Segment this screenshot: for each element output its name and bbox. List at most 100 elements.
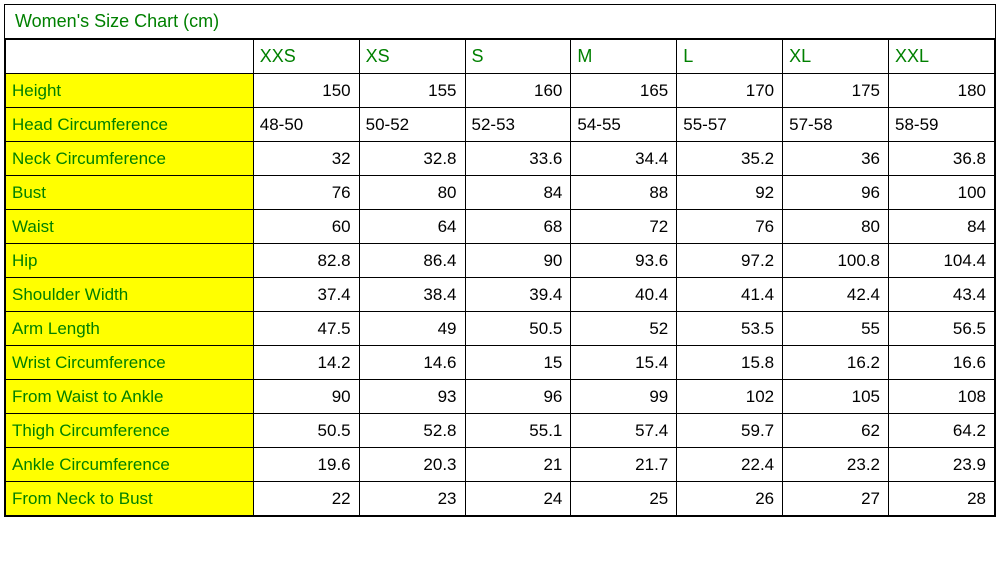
data-cell: 56.5 xyxy=(889,312,995,346)
row-label: Bust xyxy=(6,176,254,210)
data-cell: 19.6 xyxy=(253,448,359,482)
data-cell: 100 xyxy=(889,176,995,210)
data-cell: 35.2 xyxy=(677,142,783,176)
data-cell: 21 xyxy=(465,448,571,482)
data-cell: 155 xyxy=(359,74,465,108)
size-chart-container: Women's Size Chart (cm) XXS XS S M L XL … xyxy=(4,4,996,517)
data-cell: 36.8 xyxy=(889,142,995,176)
table-row: Neck Circumference3232.833.634.435.23636… xyxy=(6,142,995,176)
data-cell: 43.4 xyxy=(889,278,995,312)
table-row: Wrist Circumference14.214.61515.415.816.… xyxy=(6,346,995,380)
data-cell: 80 xyxy=(359,176,465,210)
table-body: Height150155160165170175180Head Circumfe… xyxy=(6,74,995,516)
data-cell: 55-57 xyxy=(677,108,783,142)
data-cell: 58-59 xyxy=(889,108,995,142)
data-cell: 23.9 xyxy=(889,448,995,482)
header-row: XXS XS S M L XL XXL xyxy=(6,40,995,74)
data-cell: 68 xyxy=(465,210,571,244)
table-row: From Waist to Ankle90939699102105108 xyxy=(6,380,995,414)
data-cell: 93 xyxy=(359,380,465,414)
row-label: Arm Length xyxy=(6,312,254,346)
size-chart-table: XXS XS S M L XL XXL Height15015516016517… xyxy=(5,39,995,516)
data-cell: 40.4 xyxy=(571,278,677,312)
data-cell: 76 xyxy=(253,176,359,210)
row-label: Ankle Circumference xyxy=(6,448,254,482)
data-cell: 52 xyxy=(571,312,677,346)
data-cell: 59.7 xyxy=(677,414,783,448)
data-cell: 14.6 xyxy=(359,346,465,380)
data-cell: 15.8 xyxy=(677,346,783,380)
row-label: Hip xyxy=(6,244,254,278)
header-xs: XS xyxy=(359,40,465,74)
data-cell: 36 xyxy=(783,142,889,176)
data-cell: 49 xyxy=(359,312,465,346)
data-cell: 28 xyxy=(889,482,995,516)
data-cell: 170 xyxy=(677,74,783,108)
header-m: M xyxy=(571,40,677,74)
data-cell: 52-53 xyxy=(465,108,571,142)
data-cell: 53.5 xyxy=(677,312,783,346)
data-cell: 23 xyxy=(359,482,465,516)
header-xxl: XXL xyxy=(889,40,995,74)
table-row: Height150155160165170175180 xyxy=(6,74,995,108)
data-cell: 84 xyxy=(889,210,995,244)
data-cell: 22.4 xyxy=(677,448,783,482)
data-cell: 165 xyxy=(571,74,677,108)
data-cell: 54-55 xyxy=(571,108,677,142)
data-cell: 92 xyxy=(677,176,783,210)
header-l: L xyxy=(677,40,783,74)
row-label: Shoulder Width xyxy=(6,278,254,312)
row-label: Waist xyxy=(6,210,254,244)
data-cell: 48-50 xyxy=(253,108,359,142)
data-cell: 90 xyxy=(253,380,359,414)
data-cell: 100.8 xyxy=(783,244,889,278)
data-cell: 15.4 xyxy=(571,346,677,380)
data-cell: 108 xyxy=(889,380,995,414)
row-label: Height xyxy=(6,74,254,108)
data-cell: 99 xyxy=(571,380,677,414)
table-row: Thigh Circumference50.552.855.157.459.76… xyxy=(6,414,995,448)
data-cell: 24 xyxy=(465,482,571,516)
data-cell: 72 xyxy=(571,210,677,244)
data-cell: 26 xyxy=(677,482,783,516)
data-cell: 50-52 xyxy=(359,108,465,142)
data-cell: 33.6 xyxy=(465,142,571,176)
table-row: Ankle Circumference19.620.32121.722.4 23.… xyxy=(6,448,995,482)
data-cell: 76 xyxy=(677,210,783,244)
data-cell: 22 xyxy=(253,482,359,516)
header-xl: XL xyxy=(783,40,889,74)
data-cell: 14.2 xyxy=(253,346,359,380)
data-cell: 150 xyxy=(253,74,359,108)
data-cell: 37.4 xyxy=(253,278,359,312)
table-row: Hip82.886.49093.697.2100.8104.4 xyxy=(6,244,995,278)
data-cell: 52.8 xyxy=(359,414,465,448)
data-cell: 64 xyxy=(359,210,465,244)
data-cell: 50.5 xyxy=(253,414,359,448)
table-row: Head Circumference48-5050-5252-5354-5555… xyxy=(6,108,995,142)
data-cell: 102 xyxy=(677,380,783,414)
data-cell: 60 xyxy=(253,210,359,244)
data-cell: 64.2 xyxy=(889,414,995,448)
data-cell: 47.5 xyxy=(253,312,359,346)
data-cell: 39.4 xyxy=(465,278,571,312)
data-cell: 41.4 xyxy=(677,278,783,312)
table-row: Arm Length47.54950.55253.55556.5 xyxy=(6,312,995,346)
data-cell: 32 xyxy=(253,142,359,176)
data-cell: 55 xyxy=(783,312,889,346)
data-cell: 20.3 xyxy=(359,448,465,482)
row-label: Head Circumference xyxy=(6,108,254,142)
data-cell: 80 xyxy=(783,210,889,244)
data-cell: 84 xyxy=(465,176,571,210)
data-cell: 93.6 xyxy=(571,244,677,278)
row-label: Neck Circumference xyxy=(6,142,254,176)
data-cell: 34.4 xyxy=(571,142,677,176)
data-cell: 27 xyxy=(783,482,889,516)
data-cell: 82.8 xyxy=(253,244,359,278)
data-cell: 21.7 xyxy=(571,448,677,482)
row-label: From Waist to Ankle xyxy=(6,380,254,414)
table-row: Shoulder Width37.438.439.440.441.442.443… xyxy=(6,278,995,312)
data-cell: 50.5 xyxy=(465,312,571,346)
header-xxs: XXS xyxy=(253,40,359,74)
data-cell: 97.2 xyxy=(677,244,783,278)
data-cell: 180 xyxy=(889,74,995,108)
